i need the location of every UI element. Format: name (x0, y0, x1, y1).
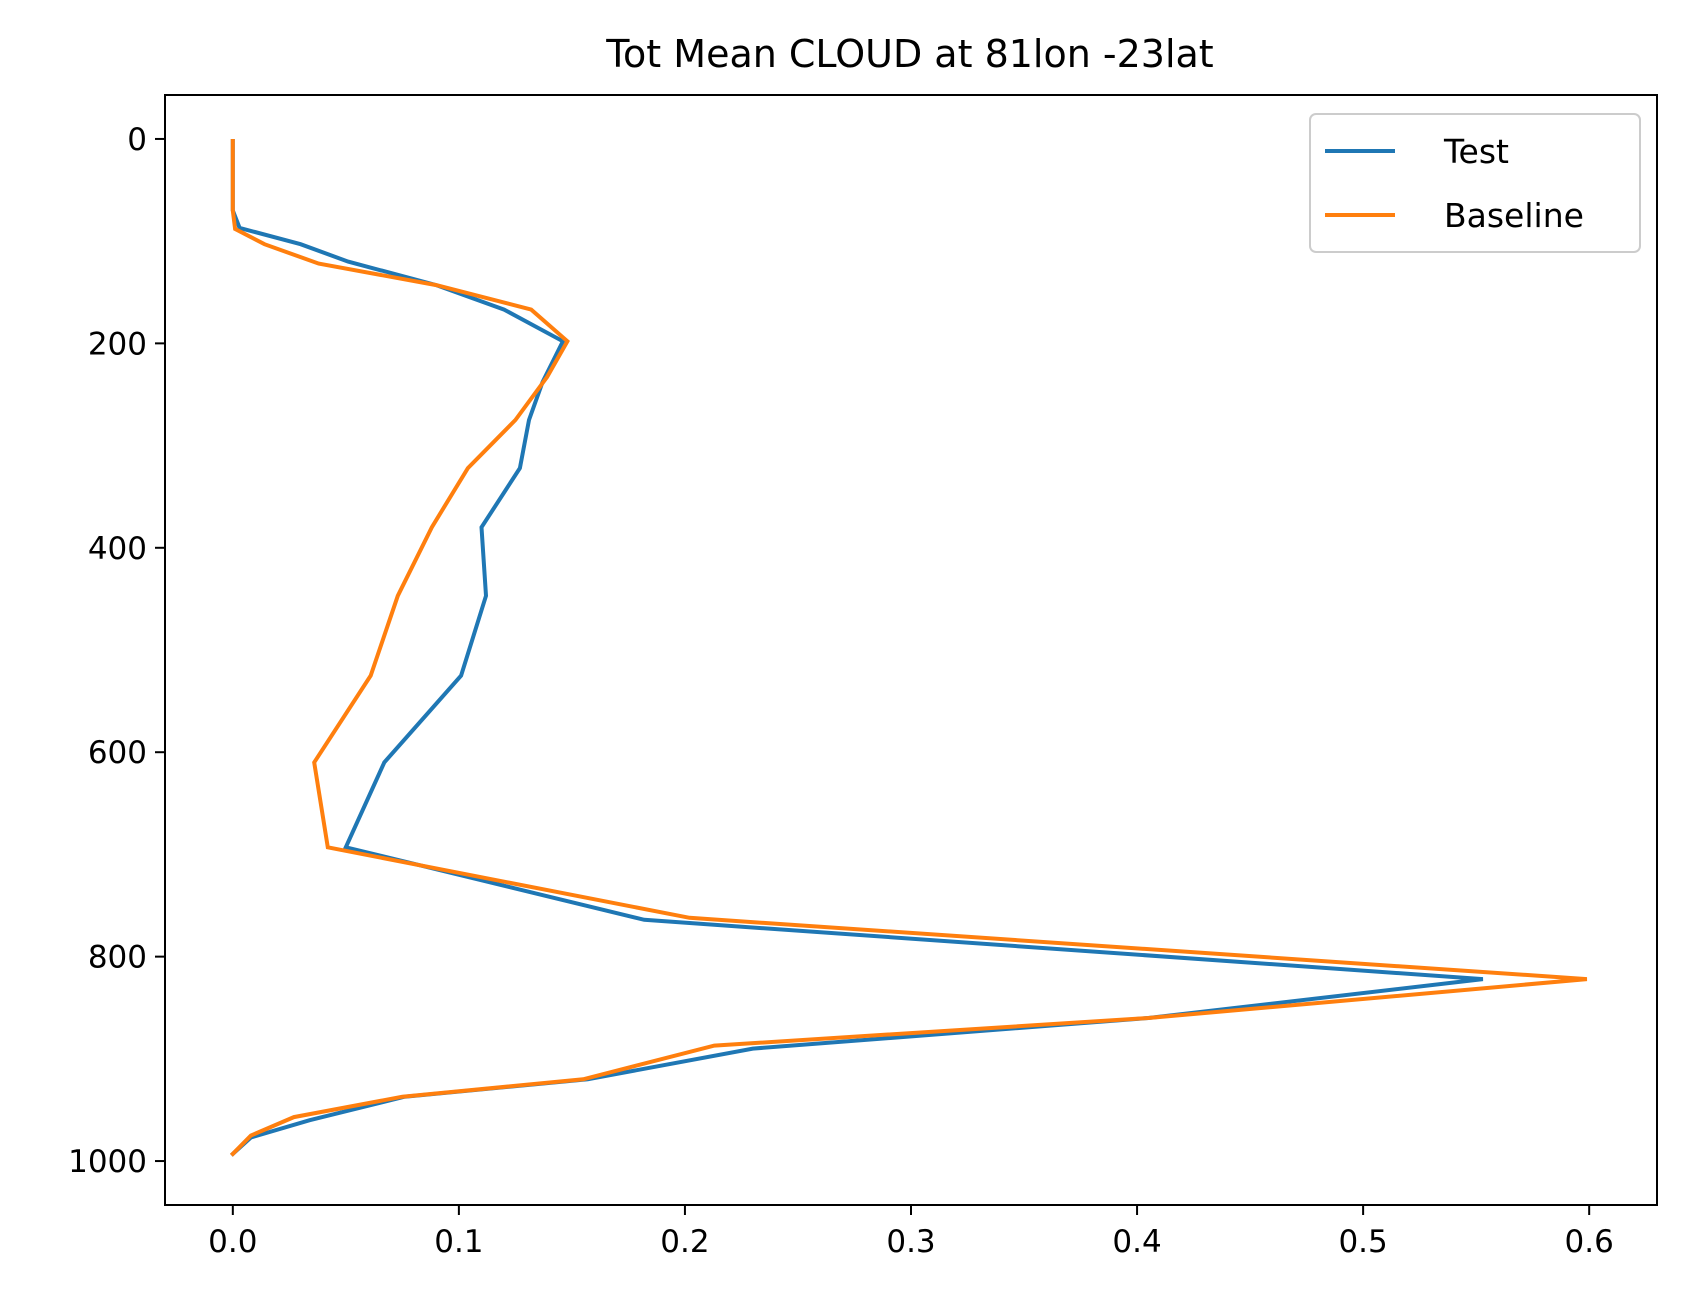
y-tick-label: 600 (88, 735, 147, 771)
series-layer (229, 139, 1588, 1157)
chart-title: Tot Mean CLOUD at 81lon -23lat (605, 32, 1213, 76)
legend-label-test: Test (1443, 132, 1509, 171)
y-axis: 0 200 400 600 800 1000 (68, 122, 165, 1180)
legend-box (1309, 113, 1641, 253)
y-tick-label: 800 (88, 940, 147, 976)
y-tick-label: 400 (88, 531, 147, 567)
series-line-baseline (229, 139, 1588, 1157)
plot-frame (164, 94, 1658, 1206)
x-tick-label: 0.0 (208, 1224, 257, 1260)
y-tick-label: 0 (127, 122, 147, 158)
x-tick-label: 0.3 (886, 1224, 935, 1260)
y-tick-label: 1000 (68, 1144, 147, 1180)
x-tick-label: 0.5 (1338, 1224, 1387, 1260)
x-tick-label: 0.6 (1565, 1224, 1614, 1260)
x-tick-label: 0.1 (434, 1224, 483, 1260)
x-axis: 0.0 0.1 0.2 0.3 0.4 0.5 0.6 (208, 1205, 1614, 1260)
legend: Test Baseline (1309, 113, 1641, 253)
legend-label-baseline: Baseline (1444, 196, 1584, 235)
x-tick-label: 0.4 (1112, 1224, 1161, 1260)
x-tick-label: 0.2 (660, 1224, 709, 1260)
y-tick-label: 200 (88, 326, 147, 362)
series-line-test (229, 139, 1484, 1157)
